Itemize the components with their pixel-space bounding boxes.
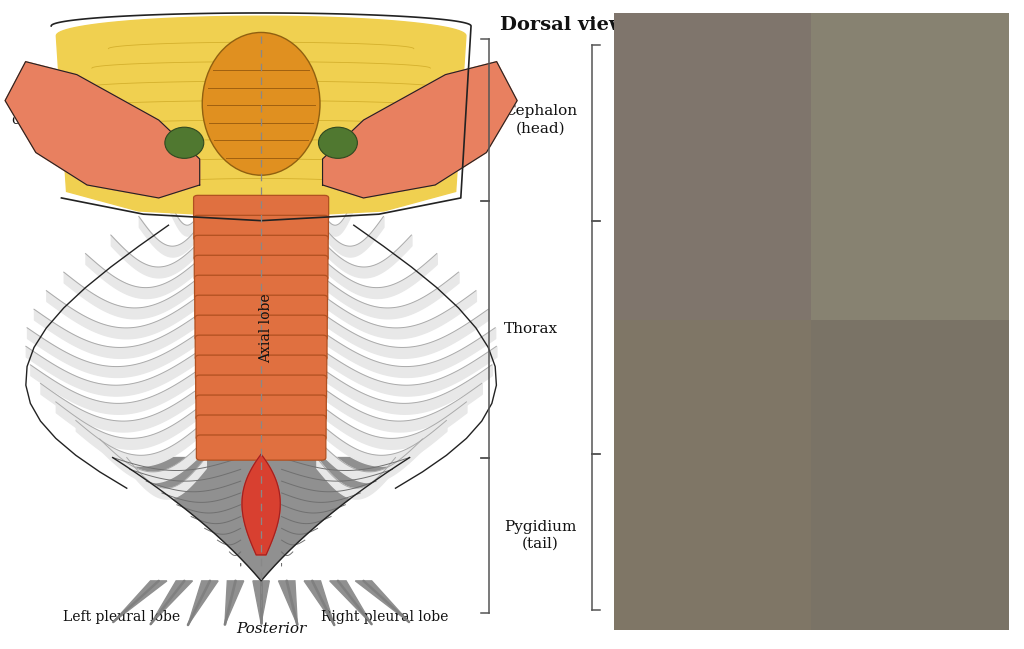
Text: Pygidium
(tail): Pygidium (tail)	[504, 520, 577, 551]
Text: Left pleural lobe: Left pleural lobe	[63, 610, 180, 624]
Text: Posterior: Posterior	[237, 622, 306, 636]
Text: Cephalon
(head): Cephalon (head)	[504, 104, 577, 136]
FancyBboxPatch shape	[196, 395, 327, 420]
Polygon shape	[242, 454, 281, 555]
Polygon shape	[355, 581, 409, 622]
Polygon shape	[323, 62, 517, 198]
FancyBboxPatch shape	[194, 195, 329, 221]
Polygon shape	[114, 581, 167, 622]
Text: Dorsal view: Dorsal view	[501, 16, 626, 34]
Ellipse shape	[165, 127, 204, 158]
Polygon shape	[5, 62, 200, 198]
FancyBboxPatch shape	[196, 375, 327, 400]
Text: Right pleural lobe: Right pleural lobe	[321, 610, 447, 624]
FancyBboxPatch shape	[196, 335, 327, 360]
Polygon shape	[225, 581, 244, 624]
FancyBboxPatch shape	[197, 415, 326, 440]
FancyBboxPatch shape	[195, 295, 328, 321]
FancyBboxPatch shape	[195, 315, 328, 340]
Text: Anterior: Anterior	[245, 18, 308, 32]
Polygon shape	[113, 458, 410, 581]
FancyBboxPatch shape	[195, 255, 328, 280]
FancyBboxPatch shape	[196, 355, 327, 380]
Text: (Imaginary) axis
of symmetry: (Imaginary) axis of symmetry	[12, 94, 128, 127]
Text: Axial lobe: Axial lobe	[259, 293, 273, 363]
FancyBboxPatch shape	[195, 275, 328, 300]
Polygon shape	[304, 581, 334, 625]
Polygon shape	[56, 16, 466, 217]
FancyBboxPatch shape	[195, 236, 328, 260]
Polygon shape	[253, 581, 269, 623]
Polygon shape	[330, 581, 372, 624]
Ellipse shape	[203, 32, 319, 175]
Text: Thorax: Thorax	[504, 323, 558, 336]
Ellipse shape	[318, 127, 357, 158]
FancyBboxPatch shape	[197, 435, 326, 460]
Polygon shape	[151, 581, 193, 624]
Polygon shape	[279, 581, 297, 624]
Polygon shape	[188, 581, 218, 625]
FancyBboxPatch shape	[194, 215, 329, 241]
